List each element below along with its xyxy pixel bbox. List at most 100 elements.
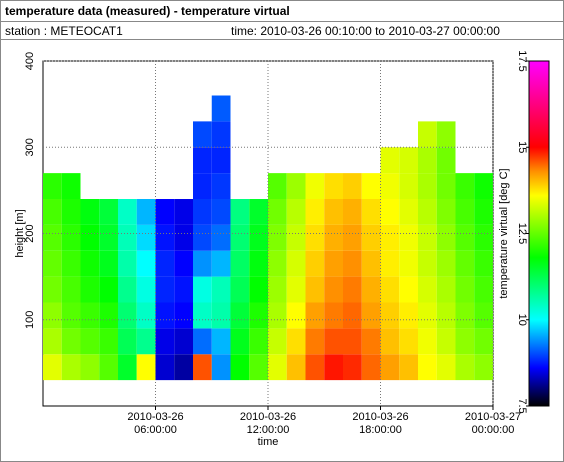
cell [418,173,437,199]
cell [249,328,268,355]
cell [174,328,193,355]
cell [80,250,100,277]
cell [305,276,325,303]
cell [155,302,175,329]
cell [268,250,287,277]
cell [361,328,381,355]
cell [455,276,475,303]
cell [174,250,193,277]
cell [305,250,325,277]
cell [99,354,118,381]
cell [343,276,362,303]
cell [268,354,287,381]
cell [324,354,343,381]
cell [380,302,400,329]
title: temperature data (measured) - temperatur… [1,1,563,22]
cell [305,302,325,329]
cell [136,199,156,225]
cell [80,276,100,303]
cell [418,328,437,355]
cell [455,302,475,329]
cell [343,354,362,381]
y-tick-label: 400 [24,52,36,70]
cell [230,199,250,225]
cell [305,173,325,199]
cell [474,250,493,277]
cell [399,199,418,225]
cell [286,250,306,277]
cell [418,302,437,329]
period: time: 2010-03-26 00:10:00 to 2010-03-27 … [231,24,500,38]
cell [193,354,212,381]
cell [211,147,231,174]
cell [193,276,212,303]
cell [174,354,193,381]
cell [43,354,62,381]
cells [43,95,493,381]
cell [43,173,62,199]
cell [399,173,418,199]
cell [136,302,156,329]
cell [474,302,493,329]
cell [136,224,156,251]
cell [268,224,287,251]
cell [343,224,362,251]
cell [286,173,306,199]
cell [43,276,62,303]
cell [43,199,62,225]
cell [474,199,493,225]
cell [324,276,343,303]
x-tick-label: 2010-03-26 06:00:00 [127,411,184,436]
cell [80,302,100,329]
cell [61,276,81,303]
cell [80,328,100,355]
cell [61,328,81,355]
cell [174,199,193,225]
cell [80,199,100,225]
cell [436,173,456,199]
cell [118,199,137,225]
y-tick-label: 200 [24,224,36,242]
cell [249,224,268,251]
cell [436,199,456,225]
cell [230,302,250,329]
cell [99,250,118,277]
cell [305,224,325,251]
cell [118,328,137,355]
cell [361,199,381,225]
cell [418,276,437,303]
cell [268,328,287,355]
cell [155,250,175,277]
cell [193,173,212,199]
cell [174,302,193,329]
cell [174,276,193,303]
cell [286,328,306,355]
cell [61,224,81,251]
cell [155,224,175,251]
cell [436,224,456,251]
cell [211,224,231,251]
colorbar-tick-label: 15 [516,141,528,153]
cell [455,328,475,355]
cell [343,302,362,329]
cell [361,302,381,329]
cell [99,302,118,329]
cell [136,250,156,277]
cell [155,199,175,225]
cell [249,354,268,381]
cell [324,328,343,355]
cell [455,354,475,381]
cell [268,302,287,329]
cell [436,250,456,277]
chart: 100 200 300 400 time height [m] 7.5 10 12.5 15 17.… [14,50,550,448]
cell [211,95,231,122]
cell [361,173,381,199]
cell [343,250,362,277]
cell [193,147,212,174]
cell [211,250,231,277]
cell [211,328,231,355]
station: station : METEOCAT1 [5,24,123,38]
cell [174,224,193,251]
cell [380,199,400,225]
